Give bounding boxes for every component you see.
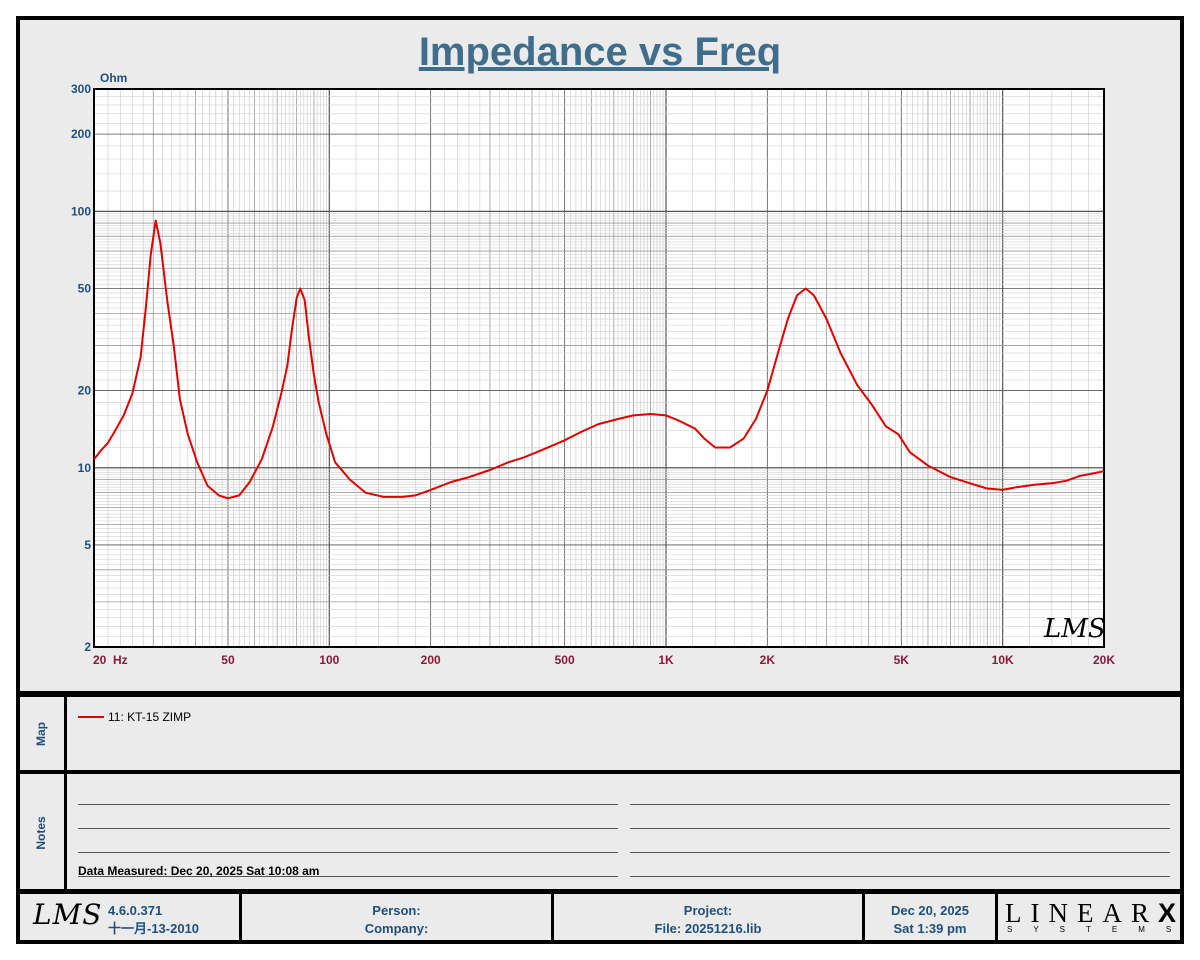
project-label: Project:: [683, 903, 733, 918]
person-block: Person: Company:: [242, 902, 551, 938]
note-line: [78, 876, 618, 877]
lms-watermark: LMS: [1043, 614, 1106, 644]
linearx-logo-x: X: [1157, 898, 1185, 928]
y-tick-label: 100: [71, 204, 91, 218]
linearx-logo-text: LINEAR: [1005, 898, 1158, 928]
y-tick-label: 10: [78, 461, 92, 475]
impedance-chart: Ohm 2 5 10 20 50 100 200 300 20 Hz 50 100 200 500 1K…: [71, 71, 1115, 667]
x-tick-label: 100: [319, 653, 339, 667]
footer-divider-3: [862, 892, 865, 942]
footer-divider-2: [551, 892, 554, 942]
project-block: Project: File: 20251216.lib: [554, 902, 862, 938]
y-tick-labels: 2 5 10 20 50 100 200 300: [71, 82, 91, 654]
x-tick-label: 500: [555, 653, 575, 667]
grid: [93, 88, 1105, 648]
notes-section-label: Notes: [34, 816, 48, 850]
map-notes-divider: [16, 770, 1184, 774]
footer-date: Dec 20, 2025: [890, 903, 970, 918]
note-line: [630, 852, 1170, 853]
company-label: Company:: [364, 921, 429, 936]
legend-swatch: [78, 716, 104, 718]
y-tick-label: 200: [71, 127, 91, 141]
map-section-label: Map: [34, 722, 48, 746]
data-measured-text: Data Measured: Dec 20, 2025 Sat 10:08 am: [78, 864, 320, 878]
footer-divider-1: [239, 892, 242, 942]
y-tick-label: 50: [78, 282, 92, 296]
version-block: 4.6.0.371 十一月-13-2010: [108, 902, 199, 938]
plot-border: [93, 88, 1105, 648]
note-line: [630, 804, 1170, 805]
linearx-systems: SYSTEMS: [1007, 925, 1193, 934]
plot-area: [94, 89, 1104, 647]
x-tick-label: 2K: [760, 653, 776, 667]
notes-footer-divider: [16, 889, 1184, 894]
x-tick-label: 20 Hz: [93, 653, 128, 667]
note-line: [630, 828, 1170, 829]
y-axis-label: Ohm: [100, 71, 127, 85]
linearx-logo: LINEARX: [1005, 898, 1185, 929]
y-tick-label: 2: [84, 640, 91, 654]
chart-map-divider: [16, 691, 1184, 697]
y-tick-label: 300: [71, 82, 91, 96]
person-label: Person:: [372, 903, 421, 918]
x-tick-label: 50: [221, 653, 235, 667]
y-tick-label: 5: [84, 538, 91, 552]
series-line: [93, 219, 1105, 500]
label-column-divider: [64, 694, 67, 891]
file-label: File: 20251216.lib: [654, 921, 762, 936]
series-group: [93, 219, 1105, 500]
y-tick-label: 20: [78, 384, 92, 398]
lms-logo: LMS: [33, 898, 103, 931]
note-line: [630, 876, 1170, 877]
footer-time: Sat 1:39 pm: [893, 921, 967, 936]
chart-title: Impedance vs Freq: [418, 30, 782, 74]
note-line: [78, 852, 618, 853]
x-tick-label: 5K: [894, 653, 910, 667]
legend-label: 11: KT-15 ZIMP: [108, 710, 192, 724]
footer-divider-4: [995, 892, 998, 942]
x-tick-label: 200: [421, 653, 441, 667]
version-number: 4.6.0.371: [108, 903, 163, 918]
datetime-block: Dec 20, 2025 Sat 1:39 pm: [865, 902, 995, 938]
note-line: [78, 828, 618, 829]
x-tick-label: 10K: [992, 653, 1014, 667]
x-tick-label: 1K: [658, 653, 674, 667]
x-tick-labels: 20 Hz 50 100 200 500 1K 2K 5K 10K 20K: [93, 653, 1115, 667]
x-tick-label: 20K: [1093, 653, 1115, 667]
version-date: 十一月-13-2010: [108, 921, 200, 936]
note-line: [78, 804, 618, 805]
